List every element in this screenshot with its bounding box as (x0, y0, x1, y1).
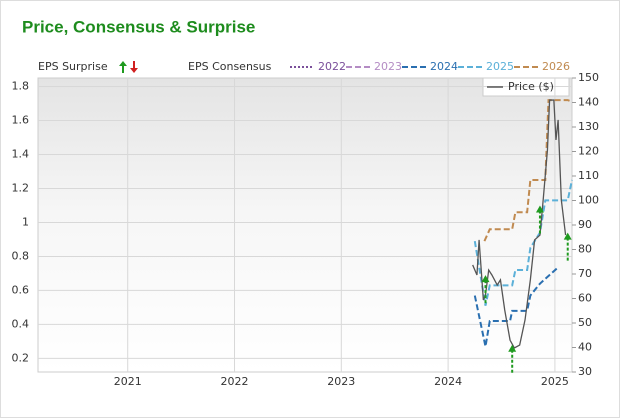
surprise-arrow (481, 275, 490, 306)
y2-tick-label: 140 (578, 96, 599, 109)
surprise-arrow (563, 232, 572, 263)
price-legend-box (482, 77, 570, 97)
y-tick-label: 1.6 (12, 113, 30, 126)
y2-tick-label: 40 (578, 341, 592, 354)
legend-label: 2024 (430, 60, 458, 73)
y2-tick-label: 100 (578, 194, 599, 207)
consensus-legend-label: EPS Consensus (188, 60, 272, 73)
consensus-line (473, 179, 573, 306)
x-tick-label: 2021 (114, 375, 142, 388)
legend-label: 2025 (486, 60, 514, 73)
surprise-arrow (535, 205, 544, 236)
y-tick-label: 0.8 (12, 249, 30, 262)
y2-tick-label: 70 (578, 267, 592, 280)
plot-area (37, 77, 573, 373)
y-tick-label: 1.8 (12, 79, 30, 92)
surprise-arrow (508, 344, 517, 375)
y2-tick-label: 150 (578, 71, 599, 84)
y2-tick-label: 130 (578, 120, 599, 133)
consensus-line (473, 267, 558, 347)
y2-tick-label: 90 (578, 218, 592, 231)
y2-tick-label: 120 (578, 145, 599, 158)
legend-down-arrow (130, 61, 138, 73)
y2-tick-label: 110 (578, 169, 599, 182)
y-tick-label: 1 (22, 215, 29, 228)
x-tick-label: 2022 (221, 375, 249, 388)
x-tick-label: 2024 (434, 375, 462, 388)
y-tick-label: 1.4 (12, 147, 30, 160)
legend-label: 2022 (318, 60, 346, 73)
consensus-line (483, 99, 573, 242)
price-line (472, 99, 567, 349)
x-tick-label: 2025 (541, 375, 569, 388)
y-tick-label: 1.2 (12, 181, 30, 194)
legend-label: Price ($) (508, 80, 554, 93)
legend-up-arrow (119, 61, 127, 73)
y2-tick-label: 30 (578, 365, 592, 378)
surprise-legend-label: EPS Surprise (38, 60, 108, 73)
y-tick-label: 0.2 (12, 351, 30, 364)
y2-tick-label: 80 (578, 243, 592, 256)
x-tick-label: 2023 (327, 375, 355, 388)
legend-label: 2023 (374, 60, 402, 73)
y2-tick-label: 60 (578, 292, 592, 305)
y2-tick-label: 50 (578, 316, 592, 329)
legend-label: 2026 (542, 60, 570, 73)
y-tick-label: 0.6 (12, 283, 30, 296)
y-tick-label: 0.4 (12, 317, 30, 330)
chart-title: Price, Consensus & Surprise (22, 17, 255, 36)
